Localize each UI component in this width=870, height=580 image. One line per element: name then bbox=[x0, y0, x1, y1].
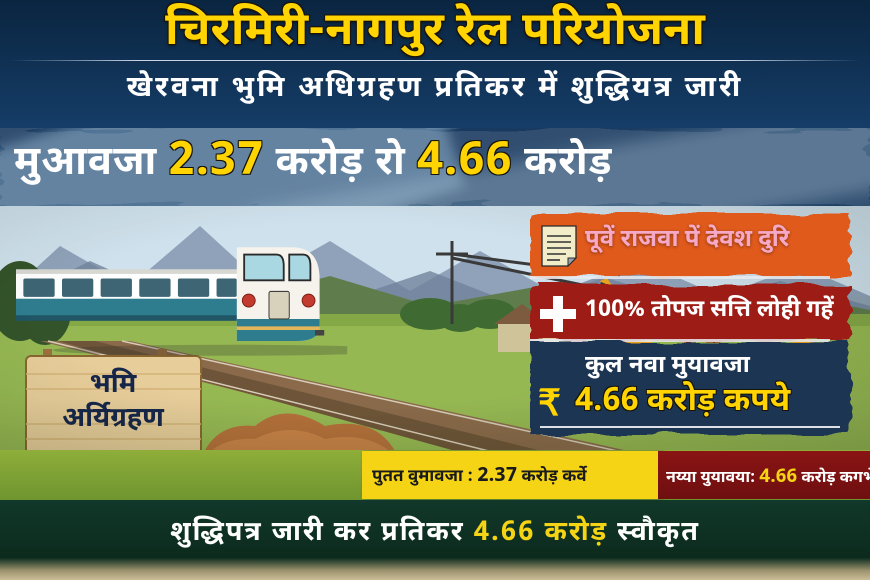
svg-text:अर्यिग्रहण: अर्यिग्रहण bbox=[62, 401, 165, 438]
svg-text:भमि: भमि bbox=[90, 368, 137, 404]
